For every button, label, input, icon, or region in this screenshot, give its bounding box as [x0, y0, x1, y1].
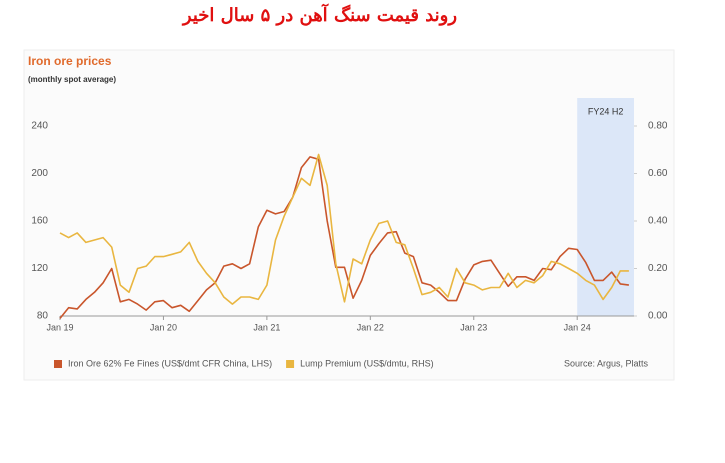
series-line — [59, 156, 630, 319]
y2-tick-label: 0.40 — [648, 216, 668, 227]
y-tick-label: 80 — [37, 311, 49, 322]
highlight-band — [577, 98, 634, 316]
legend-label: Lump Premium (US$/dmtu, RHS) — [300, 358, 434, 368]
x-tick-label: Jan 19 — [46, 322, 73, 332]
series-line — [59, 153, 629, 305]
y2-tick-label: 0.20 — [648, 263, 668, 274]
legend-label: Iron Ore 62% Fe Fines (US$/dmt CFR China… — [68, 358, 272, 368]
legend-swatch — [54, 360, 62, 368]
panel — [23, 49, 675, 381]
chart-subtitle: (monthly spot average) — [28, 75, 116, 84]
y-tick-label: 200 — [31, 168, 48, 179]
x-tick-label: Jan 23 — [460, 322, 487, 332]
page-title: روند قیمت سنگ آهن در ۵ سال اخیر — [181, 3, 457, 26]
y2-tick-label: 0.00 — [648, 311, 668, 322]
x-tick-label: Jan 22 — [357, 322, 384, 332]
y-tick-label: 160 — [31, 216, 48, 227]
y2-tick-label: 0.60 — [648, 168, 668, 179]
x-tick-label: Jan 24 — [564, 322, 591, 332]
source: Source: Argus, Platts — [564, 358, 649, 368]
x-tick-label: Jan 20 — [150, 322, 177, 332]
x-tick-label: Jan 21 — [253, 322, 280, 332]
y-tick-label: 120 — [31, 263, 48, 274]
y-tick-label: 240 — [31, 121, 48, 132]
chart-title: Iron ore prices — [28, 54, 112, 68]
y2-tick-label: 0.80 — [648, 121, 668, 132]
highlight-label: FY24 H2 — [588, 106, 624, 116]
legend-swatch — [286, 360, 295, 368]
